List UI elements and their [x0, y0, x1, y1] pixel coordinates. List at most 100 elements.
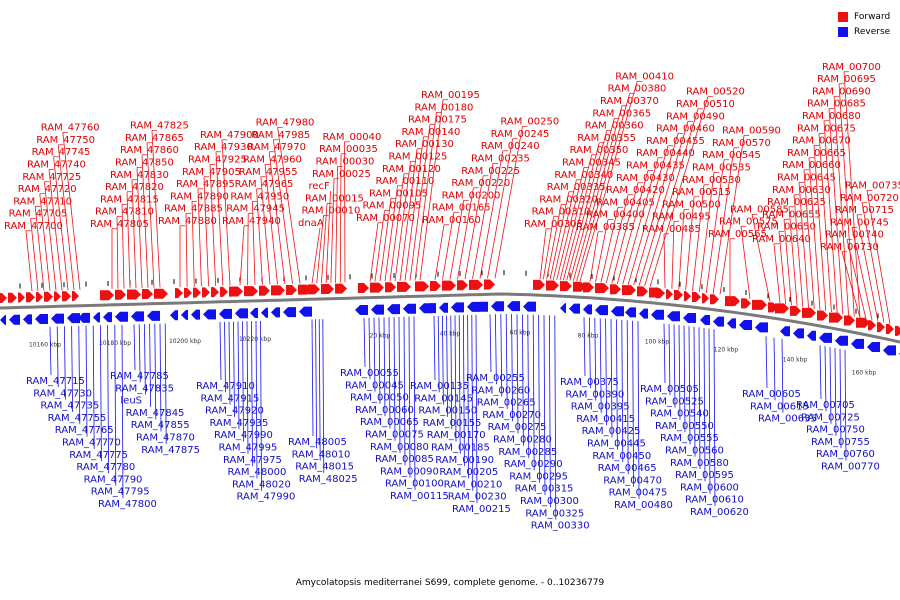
- forward-gene-arrow: [457, 280, 468, 291]
- forward-gene-label: RAM_00220: [451, 178, 510, 189]
- reverse-leader-line: [408, 316, 411, 478]
- reverse-leader-line: [378, 317, 381, 404]
- forward-gene-arrow: [259, 285, 270, 296]
- forward-leader-line: [321, 203, 328, 284]
- forward-leader-line: [751, 214, 771, 302]
- reverse-leader-line: [219, 321, 222, 381]
- forward-leader-line: [131, 179, 137, 289]
- figure-caption: Amycolatopsis mediterranei S699, complet…: [295, 578, 605, 588]
- reverse-gene-arrow: [595, 305, 608, 316]
- reverse-gene-label: RAM_00600: [680, 482, 739, 493]
- reverse-leader-line: [437, 315, 440, 393]
- forward-leader-line: [851, 227, 873, 321]
- reverse-leader-line: [703, 327, 706, 482]
- forward-gene-arrow: [321, 284, 334, 295]
- forward-gene-label: RAM_00730: [820, 242, 879, 253]
- forward-gene-label: RAM_00645: [777, 173, 836, 184]
- forward-gene-label: RAM_00410: [615, 71, 674, 82]
- forward-gene-label: dnaA: [298, 218, 324, 229]
- forward-gene-arrow: [895, 325, 900, 336]
- reverse-gene-label: RAM_00290: [504, 459, 563, 470]
- forward-leader-line: [203, 176, 209, 287]
- forward-gene-label: RAM_00350: [570, 145, 629, 156]
- reverse-gene-label: RAM_00315: [515, 484, 574, 495]
- forward-gene-arrow: [232, 286, 243, 297]
- forward-leader-line: [39, 194, 51, 291]
- reverse-gene-label: RAM_00605: [742, 389, 801, 400]
- forward-gene-arrow: [385, 282, 396, 293]
- forward-gene-label: recF: [309, 181, 331, 192]
- forward-gene-label: RAM_47950: [230, 191, 289, 202]
- forward-leader-line: [252, 201, 256, 285]
- forward-gene-arrow: [595, 283, 609, 294]
- forward-gene-arrow: [610, 284, 621, 295]
- reverse-gene-arrow: [523, 301, 536, 312]
- forward-leader-line: [414, 112, 437, 281]
- reverse-gene-label: RAM_00635: [758, 414, 817, 425]
- reverse-gene-label: RAM_00465: [598, 463, 657, 474]
- axis-tick-label: 10200 kbp: [169, 338, 201, 345]
- forward-gene-label: RAM_00105: [369, 188, 428, 199]
- reverse-leader-line: [626, 320, 629, 475]
- forward-leader-line: [843, 71, 861, 318]
- forward-gene-label: RAM_47930: [194, 142, 253, 153]
- forward-gene-label: RAM_00385: [576, 222, 635, 233]
- reverse-leader-line: [522, 314, 524, 446]
- reverse-gene-label: RAM_00090: [380, 466, 439, 477]
- reverse-gene-arrow: [35, 314, 48, 325]
- reverse-leader-line: [454, 315, 457, 442]
- reverse-gene-arrow: [739, 320, 752, 331]
- forward-gene-label: RAM_47750: [36, 135, 95, 146]
- forward-gene-arrow: [637, 286, 648, 297]
- forward-gene-label: RAM_47850: [115, 158, 174, 169]
- forward-leader-line: [685, 197, 695, 291]
- reverse-gene-arrow: [807, 330, 816, 341]
- reverse-leader-line: [237, 321, 240, 430]
- forward-leader-line: [369, 222, 379, 282]
- forward-gene-label: RAM_47820: [105, 182, 164, 193]
- forward-gene-arrow: [115, 289, 126, 300]
- reverse-gene-label: RAM_00390: [565, 389, 624, 400]
- forward-gene-label: RAM_00120: [382, 164, 441, 175]
- forward-leader-line: [719, 135, 745, 295]
- forward-gene-label: RAM_00665: [787, 148, 846, 159]
- forward-leader-line: [121, 204, 125, 289]
- reverse-gene-label: RAM_00595: [675, 470, 734, 481]
- forward-leader-line: [48, 169, 63, 291]
- forward-gene-label: RAM_00240: [481, 141, 540, 152]
- forward-gene-label: RAM_47760: [41, 123, 100, 134]
- forward-leader-line: [146, 142, 155, 288]
- forward-leader-line: [556, 167, 585, 281]
- forward-leader-line: [399, 149, 418, 281]
- forward-leader-line: [126, 192, 131, 289]
- reverse-leader-line: [363, 317, 366, 368]
- reverse-gene-label: RAM_00755: [811, 437, 870, 448]
- forward-gene-label: RAM_00160: [422, 215, 481, 226]
- forward-leader-line: [389, 173, 405, 282]
- reverse-leader-line: [824, 346, 827, 412]
- forward-gene-label: RAM_00675: [797, 123, 856, 134]
- reverse-gene-label: leuS: [120, 396, 142, 407]
- forward-gene-label: RAM_47865: [125, 133, 184, 144]
- forward-leader-line: [191, 201, 195, 287]
- forward-gene-label: RAM_00200: [442, 190, 501, 201]
- forward-gene-arrow: [684, 291, 691, 302]
- reverse-leader-line: [121, 324, 124, 499]
- reverse-leader-line: [475, 314, 478, 504]
- axis-tick-label: 80 kbp: [578, 333, 599, 340]
- forward-gene-label: RAM_47980: [256, 118, 315, 129]
- forward-gene-label: RAM_00650: [757, 222, 816, 233]
- reverse-gene-arrow: [700, 315, 710, 325]
- forward-leader-line: [712, 147, 735, 294]
- forward-gene-arrow: [877, 322, 885, 333]
- reverse-leader-line: [678, 325, 681, 420]
- reverse-leader-line: [413, 316, 416, 491]
- reverse-gene-arrow: [780, 326, 790, 337]
- forward-gene-label: RAM_00035: [319, 144, 378, 155]
- reverse-gene-arrow: [835, 335, 848, 346]
- forward-gene-arrow: [469, 279, 483, 290]
- reverse-leader-line: [138, 324, 141, 383]
- axis-tick-label: 10220 kbp: [239, 336, 271, 343]
- forward-gene-arrow: [370, 282, 384, 293]
- reverse-leader-line: [49, 326, 52, 376]
